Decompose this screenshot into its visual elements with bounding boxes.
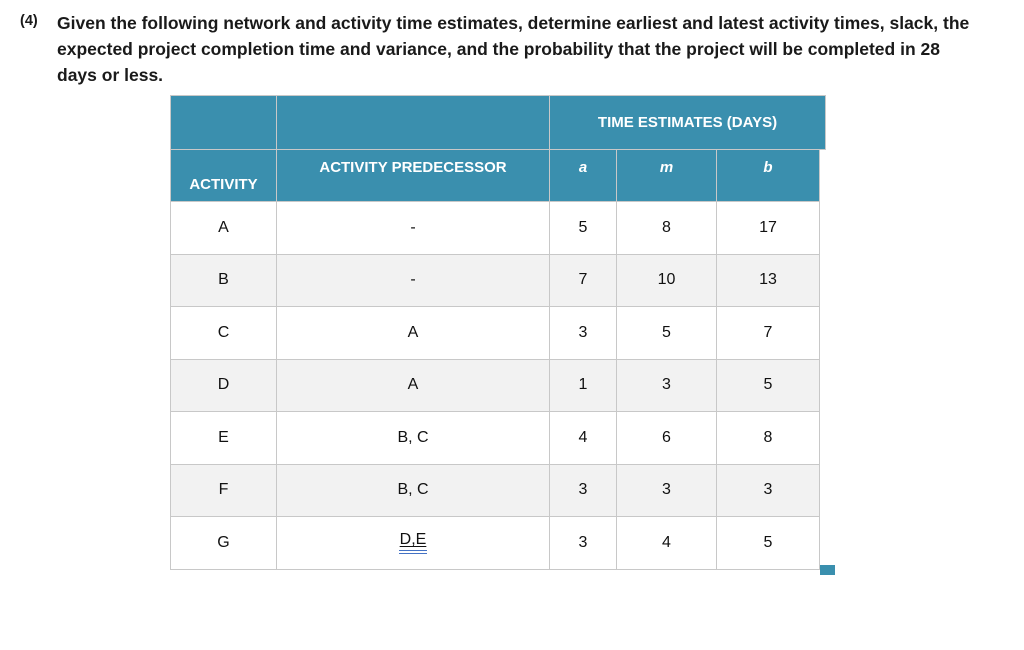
header-empty-activity-cell [170, 95, 277, 150]
cell-b: 5 [717, 359, 820, 412]
cell-predecessor: A [277, 307, 550, 360]
cell-b: 17 [717, 202, 820, 255]
cell-activity: D [170, 359, 277, 412]
cell-b: 3 [717, 464, 820, 517]
header-a: a [550, 150, 617, 202]
table-header-row-1: TIME ESTIMATES (DAYS) [170, 95, 826, 150]
header-b: b [717, 150, 820, 202]
cell-b: 7 [717, 307, 820, 360]
cell-m: 3 [617, 464, 717, 517]
cell-a: 3 [550, 307, 617, 360]
table-row-a: A -5 8 17 [170, 202, 826, 255]
activity-time-estimates-table: TIME ESTIMATES (DAYS) ACTIVITY ACTIVITY … [170, 95, 826, 570]
cell-activity: G [170, 517, 277, 570]
cell-a: 4 [550, 412, 617, 465]
table-corner-handle [820, 565, 835, 575]
header-activity-predecessor: ACTIVITY PREDECESSOR [277, 150, 550, 202]
problem-text-line: Given the following network and activity… [57, 13, 970, 33]
cell-a: 3 [550, 464, 617, 517]
cell-a: 1 [550, 359, 617, 412]
cell-m: 6 [617, 412, 717, 465]
cell-predecessor: - [277, 202, 550, 255]
header-time-estimates: TIME ESTIMATES (DAYS) [550, 95, 826, 150]
cell-predecessor: D,E [277, 517, 550, 570]
grammar-marked-text: D,E [398, 531, 428, 555]
problem-text: Given the following network and activity… [57, 10, 969, 88]
cell-a: 7 [550, 254, 617, 307]
cell-activity: B [170, 254, 277, 307]
header-empty-predecessor-cell [277, 95, 550, 150]
problem-text-line: expected project completion time and var… [57, 39, 940, 59]
cell-a: 3 [550, 517, 617, 570]
cell-m: 8 [617, 202, 717, 255]
cell-b: 5 [717, 517, 820, 570]
cell-predecessor: B, C [277, 412, 550, 465]
cell-m: 4 [617, 517, 717, 570]
table-row-b: B -7 10 13 [170, 254, 826, 307]
table-row-g: G D,E 3 4 5 [170, 517, 826, 570]
problem-number: (4) [20, 13, 38, 29]
cell-predecessor: B, C [277, 464, 550, 517]
cell-m: 10 [617, 254, 717, 307]
cell-activity: F [170, 464, 277, 517]
cell-predecessor: - [277, 254, 550, 307]
cell-activity: A [170, 202, 277, 255]
header-activity: ACTIVITY [170, 150, 277, 202]
cell-predecessor: A [277, 359, 550, 412]
header-m: m [617, 150, 717, 202]
problem-statement: (4) Given the following network and acti… [20, 10, 969, 88]
problem-text-line: days or less. [57, 65, 164, 85]
cell-a: 5 [550, 202, 617, 255]
cell-activity: E [170, 412, 277, 465]
cell-activity: C [170, 307, 277, 360]
cell-m: 3 [617, 359, 717, 412]
cell-b: 8 [717, 412, 820, 465]
cell-b: 13 [717, 254, 820, 307]
table-header-row-2: ACTIVITY ACTIVITY PREDECESSOR a m b [170, 150, 826, 202]
cell-m: 5 [617, 307, 717, 360]
